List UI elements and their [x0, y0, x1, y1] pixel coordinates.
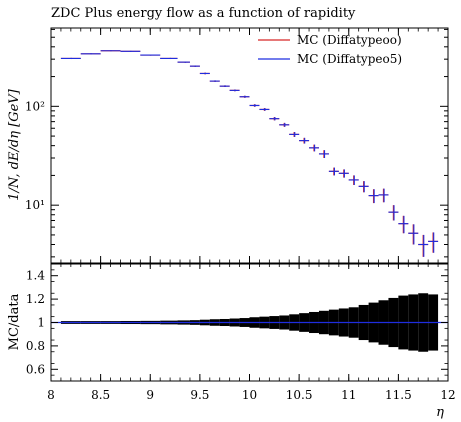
x-tick-label: 10.5 — [286, 388, 313, 402]
y-axis-label: 1/N, dE/dη [GeV] — [7, 88, 22, 200]
ratio-band — [51, 293, 448, 352]
x-tick-label: 9.5 — [190, 388, 209, 402]
x-tick-label: 8 — [47, 388, 55, 402]
x-axis-label: η — [436, 405, 444, 420]
x-tick-label: 11 — [341, 388, 356, 402]
y-tick-label: 10² — [25, 99, 45, 113]
ratio-ticks: 0.6 0.8 1 1.2 1.4 — [26, 269, 448, 376]
legend-label-mc00: MC (Diffatypeoo) — [297, 33, 402, 47]
ratio-y-tick-label: 1.2 — [26, 292, 45, 306]
ratio-y-tick-label: 0.6 — [26, 362, 45, 376]
legend: MC (Diffatypeoo) MC (Diffatypeo5) — [258, 33, 402, 66]
legend-label-mc05: MC (Diffatypeo5) — [297, 52, 402, 66]
main-ticks: 10¹ 10² — [25, 28, 448, 258]
x-tick-label: 12 — [440, 388, 455, 402]
ratio-y-tick-label: 1 — [37, 316, 45, 330]
x-tick-label: 8.5 — [91, 388, 110, 402]
x-tick-label: 10 — [242, 388, 257, 402]
ratio-y-axis-label: MC/data — [7, 293, 22, 350]
x-ticks: 8 8.5 9 9.5 10 10.5 11 11.5 12 — [47, 28, 456, 402]
data-points — [60, 50, 439, 257]
x-tick-label: 9 — [146, 388, 154, 402]
x-tick-label: 11.5 — [385, 388, 412, 402]
ratio-y-tick-label: 1.4 — [26, 269, 45, 283]
chart-title: ZDC Plus energy flow as a function of ra… — [51, 6, 356, 21]
y-tick-label: 10¹ — [25, 198, 45, 212]
ratio-y-tick-label: 0.8 — [26, 339, 45, 353]
